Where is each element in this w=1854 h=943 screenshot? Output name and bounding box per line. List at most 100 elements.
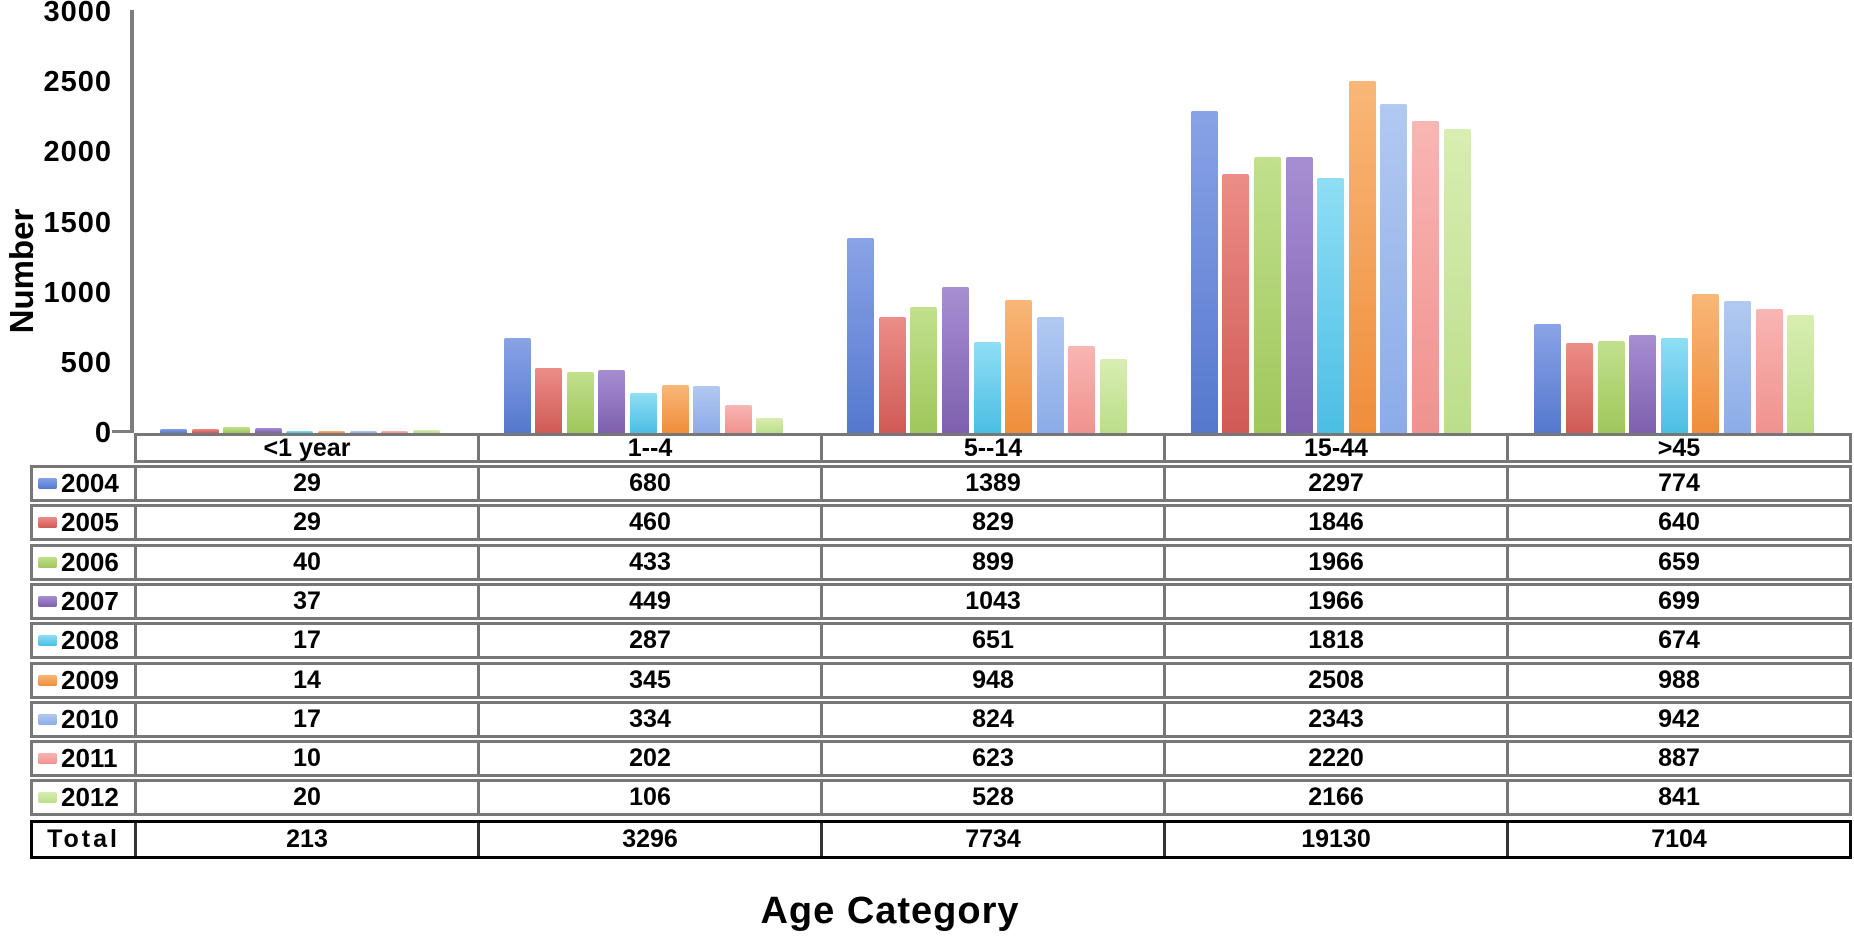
value-cell: 14 — [134, 665, 477, 696]
value-cell: 988 — [1506, 665, 1849, 696]
value-cell: 942 — [1506, 704, 1849, 735]
bar-2007-2 — [942, 287, 969, 433]
bar-2011-2 — [1068, 346, 1095, 433]
bar-2011-4 — [1756, 309, 1783, 433]
bar-2008-3 — [1317, 178, 1344, 433]
bar-2005-0 — [192, 429, 219, 433]
value-cell: 40 — [134, 547, 477, 578]
bar-2005-4 — [1566, 343, 1593, 433]
data-table: <1 year 1--4 5--14 15-44 >45 2004 29 680 1389 22… — [30, 433, 1852, 863]
bar-2007-4 — [1629, 335, 1656, 433]
value-cell: 29 — [134, 507, 477, 538]
y-axis-zero-tick — [112, 430, 130, 433]
value-cell: 2220 — [1163, 743, 1506, 774]
bar-2010-2 — [1037, 317, 1064, 433]
y-tick-label: 1000 — [43, 276, 112, 309]
legend-cell-2011: 2011 — [33, 743, 134, 774]
bar-2008-2 — [974, 342, 1001, 433]
table-row-2006: 2006 40 433 899 1966 659 — [30, 544, 1852, 581]
value-cell: 1818 — [1163, 625, 1506, 656]
bar-2010-0 — [350, 431, 377, 433]
legend-cell-2004: 2004 — [33, 468, 134, 499]
value-cell: 37 — [134, 586, 477, 617]
legend-swatch-icon — [38, 596, 57, 607]
series-year-label: 2004 — [61, 468, 119, 498]
bar-2007-0 — [255, 428, 282, 433]
series-year-label: 2006 — [61, 547, 119, 577]
legend-swatch-icon — [38, 753, 57, 764]
table-row-2004: 2004 29 680 1389 2297 774 — [30, 465, 1852, 502]
bar-2012-4 — [1787, 315, 1814, 433]
value-cell: 10 — [134, 743, 477, 774]
bar-2004-2 — [847, 238, 874, 433]
value-cell: 1966 — [1163, 586, 1506, 617]
column-header: 5--14 — [820, 436, 1163, 461]
legend-swatch-icon — [38, 478, 57, 489]
legend-swatch-icon — [38, 557, 57, 568]
value-cell: 202 — [477, 743, 820, 774]
bar-2005-2 — [879, 317, 906, 433]
bar-2008-4 — [1661, 338, 1688, 433]
value-cell: 334 — [477, 704, 820, 735]
bar-2010-1 — [693, 386, 720, 433]
value-cell: 699 — [1506, 586, 1849, 617]
value-cell: 106 — [477, 782, 820, 813]
bar-2005-3 — [1222, 174, 1249, 433]
bar-2005-1 — [535, 368, 562, 433]
bar-2006-1 — [567, 372, 594, 433]
series-year-label: 2010 — [61, 704, 119, 734]
legend-cell-2005: 2005 — [33, 507, 134, 538]
table-row-2009: 2009 14 345 948 2508 988 — [30, 662, 1852, 699]
value-cell: 887 — [1506, 743, 1849, 774]
bar-2012-2 — [1100, 359, 1127, 433]
bar-2012-3 — [1444, 129, 1471, 433]
value-cell: 2297 — [1163, 468, 1506, 499]
table-row-2010: 2010 17 334 824 2343 942 — [30, 701, 1852, 738]
bar-2009-0 — [318, 431, 345, 433]
total-value-cell: 7734 — [820, 823, 1163, 856]
series-year-label: 2005 — [61, 507, 119, 537]
table-header-row: <1 year 1--4 5--14 15-44 >45 — [134, 433, 1852, 463]
legend-cell-2008: 2008 — [33, 625, 134, 656]
bar-2004-0 — [160, 429, 187, 433]
plot-area — [134, 12, 1852, 433]
bar-2008-1 — [630, 393, 657, 433]
total-value-cell: 7104 — [1506, 823, 1849, 856]
bar-2004-1 — [504, 338, 531, 433]
table-row-2011: 2011 10 202 623 2220 887 — [30, 740, 1852, 777]
value-cell: 20 — [134, 782, 477, 813]
series-year-label: 2009 — [61, 665, 119, 695]
value-cell: 899 — [820, 547, 1163, 578]
total-value-cell: 213 — [134, 823, 477, 856]
value-cell: 528 — [820, 782, 1163, 813]
legend-cell-2007: 2007 — [33, 586, 134, 617]
bar-2011-1 — [725, 405, 752, 433]
table-row-2005: 2005 29 460 829 1846 640 — [30, 504, 1852, 541]
value-cell: 17 — [134, 704, 477, 735]
column-header: >45 — [1506, 436, 1849, 461]
column-header: <1 year — [263, 434, 351, 462]
bar-2010-3 — [1380, 104, 1407, 433]
column-header: 15-44 — [1163, 436, 1506, 461]
legend-swatch-icon — [38, 517, 57, 528]
y-tick-label: 500 — [60, 346, 112, 379]
bar-2011-3 — [1412, 121, 1439, 433]
y-tick-label: 0 — [94, 417, 112, 449]
bar-2009-2 — [1005, 300, 1032, 433]
value-cell: 659 — [1506, 547, 1849, 578]
total-row-label: Total — [47, 825, 120, 853]
value-cell: 433 — [477, 547, 820, 578]
table-row-2007: 2007 37 449 1043 1966 699 — [30, 583, 1852, 620]
bar-2006-4 — [1598, 341, 1625, 433]
y-tick-label: 2000 — [43, 136, 112, 169]
value-cell: 674 — [1506, 625, 1849, 656]
value-cell: 345 — [477, 665, 820, 696]
value-cell: 2508 — [1163, 665, 1506, 696]
y-tick-label: 1500 — [43, 206, 112, 239]
value-cell: 824 — [820, 704, 1163, 735]
bar-2006-2 — [910, 307, 937, 433]
y-tick-label: 2500 — [43, 66, 112, 99]
total-value-cell: 19130 — [1163, 823, 1506, 856]
bar-2009-4 — [1692, 294, 1719, 433]
